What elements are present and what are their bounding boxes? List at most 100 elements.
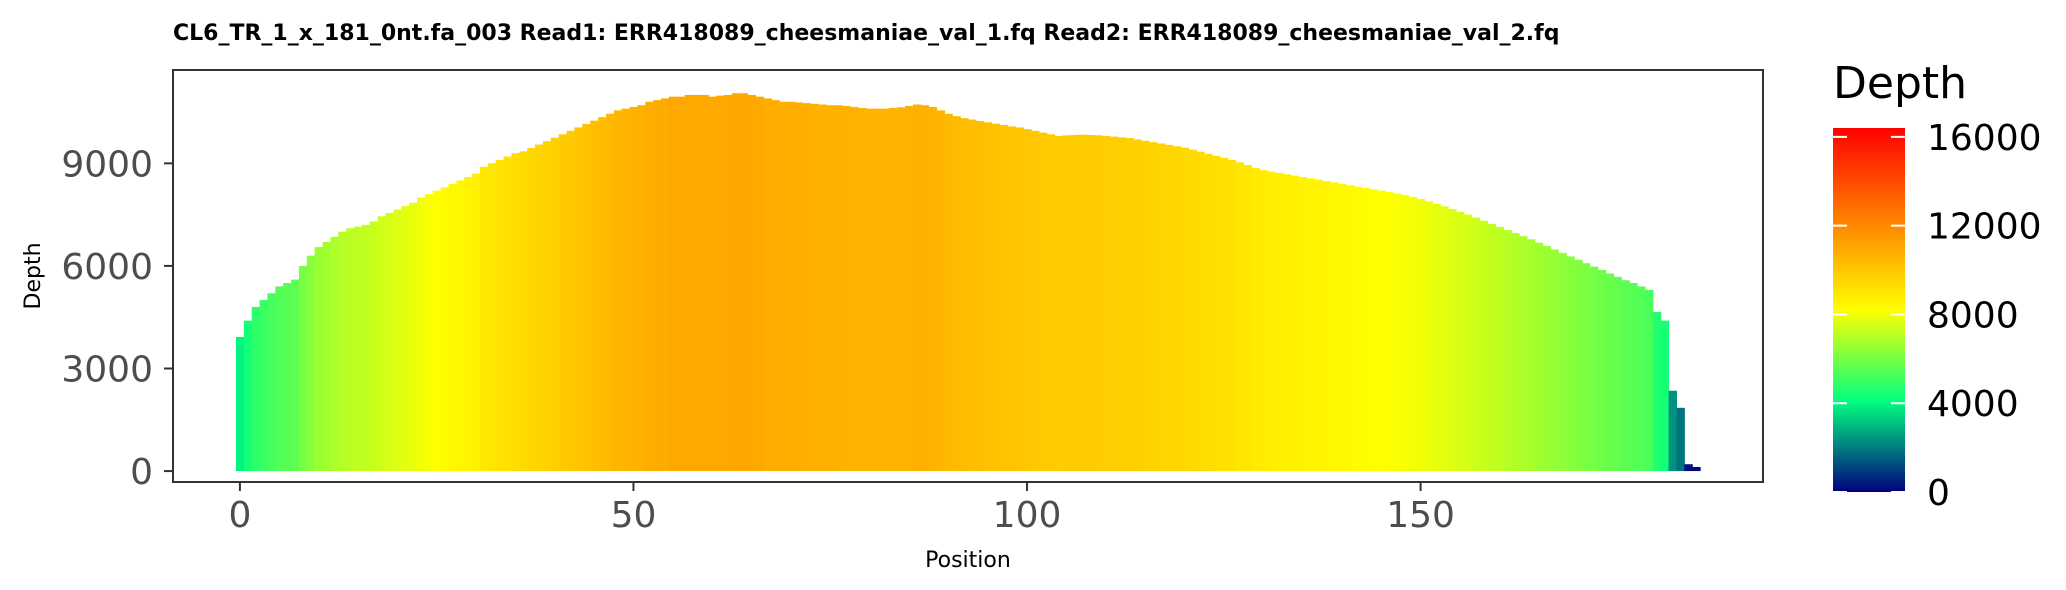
bar <box>487 163 497 472</box>
bar <box>259 300 269 472</box>
bar <box>952 116 961 472</box>
bar <box>668 96 678 472</box>
x-tick-label: 100 <box>993 495 1062 536</box>
bar <box>527 147 536 472</box>
x-tick-label: 50 <box>611 495 657 536</box>
bar <box>826 105 835 472</box>
bar <box>857 107 867 472</box>
bar <box>1534 242 1544 472</box>
bar <box>747 94 757 472</box>
bar <box>1621 280 1630 472</box>
bar <box>968 119 977 472</box>
legend-ticks: 0 4000 8000 12000 16000 <box>1833 118 2042 514</box>
bar <box>1479 220 1489 472</box>
bar <box>1408 196 1418 472</box>
bar <box>385 212 394 472</box>
bar-series <box>235 93 1701 472</box>
bar <box>1007 126 1016 472</box>
bar <box>440 187 450 472</box>
bar <box>991 123 1001 472</box>
bar <box>1322 181 1331 472</box>
bar <box>1251 167 1260 472</box>
bar <box>905 105 914 472</box>
chart-title: CL6_TR_1_x_181_0nt.fa_003 Read1: ERR4180… <box>173 21 1559 46</box>
bar <box>1172 146 1182 472</box>
bar <box>1511 233 1520 472</box>
x-tick-label: 0 <box>228 495 251 536</box>
bar <box>645 101 654 472</box>
y-axis-title: Depth <box>21 242 46 309</box>
legend-tick-label: 8000 <box>1927 295 2019 336</box>
bar <box>275 286 284 472</box>
bar <box>582 124 591 472</box>
bar <box>1574 259 1583 472</box>
bar <box>574 127 583 472</box>
bar <box>409 202 418 472</box>
bar <box>1109 136 1119 472</box>
y-tick-label: 6000 <box>61 247 153 288</box>
bar <box>1495 226 1504 472</box>
bar <box>865 108 875 472</box>
bar <box>1558 252 1567 472</box>
bar <box>267 293 276 472</box>
bar <box>716 95 725 472</box>
bar <box>613 110 623 472</box>
bar <box>432 190 442 472</box>
bar <box>401 206 410 472</box>
bar <box>535 144 544 472</box>
bar <box>354 226 363 472</box>
bar <box>1188 149 1197 472</box>
bar <box>1456 211 1465 472</box>
bar <box>881 108 890 472</box>
bar <box>771 100 780 472</box>
bar <box>1125 138 1134 472</box>
bar <box>566 130 576 472</box>
bar <box>1306 178 1315 472</box>
bar <box>1086 134 1095 472</box>
bar <box>1219 157 1229 472</box>
bar <box>920 105 930 472</box>
bar <box>842 105 851 472</box>
bar <box>1046 134 1056 472</box>
bar <box>629 106 638 472</box>
bar <box>999 125 1008 472</box>
bar <box>692 94 701 472</box>
bar <box>1259 170 1268 472</box>
bar <box>1180 147 1189 472</box>
bar <box>684 94 694 472</box>
bar <box>786 101 796 472</box>
bar <box>1156 143 1166 472</box>
bar <box>1345 185 1355 472</box>
bar <box>1416 198 1426 472</box>
bar <box>1282 174 1292 472</box>
bar <box>448 183 457 472</box>
bar <box>889 107 898 472</box>
bar <box>794 102 804 472</box>
bar <box>1015 127 1024 472</box>
bar <box>479 166 489 472</box>
bar <box>763 98 772 472</box>
y-tick-label: 9000 <box>61 144 153 185</box>
bar <box>1330 182 1339 472</box>
bar <box>338 231 347 472</box>
bar <box>1377 190 1386 472</box>
x-tick-label: 150 <box>1386 495 1455 536</box>
bar <box>1141 140 1150 472</box>
bar <box>1038 132 1048 472</box>
bar <box>322 241 332 472</box>
bar <box>975 120 985 472</box>
bar <box>1369 189 1378 472</box>
bar <box>464 177 473 472</box>
bar <box>495 159 505 472</box>
bar <box>605 113 615 472</box>
bar <box>1101 135 1111 472</box>
y-tick-label: 3000 <box>61 349 153 390</box>
bar <box>243 320 253 472</box>
bar <box>283 283 292 472</box>
bar <box>369 221 379 472</box>
bar <box>1432 203 1441 472</box>
bar <box>928 106 938 472</box>
bar <box>1353 186 1363 472</box>
bar <box>1385 192 1394 472</box>
